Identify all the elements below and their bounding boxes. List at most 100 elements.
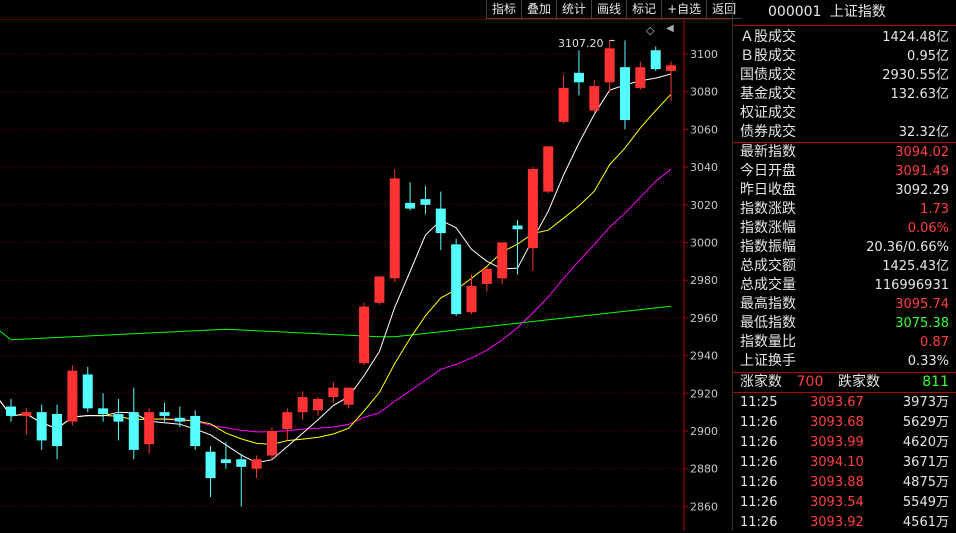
scroll-left-icon[interactable]: ◀ <box>666 23 674 34</box>
candle-up <box>266 431 277 456</box>
quote-label: Ｂ股成交 <box>740 48 796 64</box>
candle-up <box>374 276 385 303</box>
quote-value: 32.32亿 <box>898 125 949 140</box>
candle-up <box>527 168 538 249</box>
index-name: 上证指数 <box>829 4 886 20</box>
candle-down <box>512 225 523 230</box>
quote-value: 20.36/0.66% <box>866 240 949 255</box>
overlay-button[interactable]: 叠加 <box>521 0 557 19</box>
candle-down <box>573 72 584 83</box>
quote-value: 132.63亿 <box>890 87 950 102</box>
decliners-label: 跌家数 <box>838 374 880 390</box>
candle-down <box>236 459 247 467</box>
quote-row: 债券成交 32.32亿 <box>733 123 956 142</box>
tick-time: 11:26 <box>740 415 778 430</box>
quote-value: 0.06% <box>907 221 949 236</box>
diamond-icon[interactable]: ◇ <box>646 24 655 37</box>
candle-up <box>481 268 492 284</box>
quote-group: 最新指数 3094.02 今日开盘 3091.49 昨日收盘 3092.29 指数涨跌 1.7… <box>733 142 956 371</box>
candle-up <box>297 397 308 413</box>
tick-price: 3093.88 <box>810 475 864 490</box>
candle-up <box>666 65 677 71</box>
quote-label: 今日开盘 <box>740 163 796 179</box>
tick-time: 11:26 <box>740 475 778 490</box>
candlestick-chart[interactable]: 3100 3080 3060 3040 3020 3000 2980 2960 2940 2920… <box>0 19 732 531</box>
decliners-count: 811 <box>922 374 949 390</box>
advancers-count: 700 <box>796 374 824 390</box>
tick-price: 3094.10 <box>810 455 864 470</box>
quote-label: Ａ股成交 <box>740 29 796 45</box>
quote-row: 上证换手 0.33% <box>733 352 956 371</box>
tick-price: 3093.92 <box>810 515 864 530</box>
candle-up <box>251 459 262 469</box>
quote-label: 指数量比 <box>740 334 796 350</box>
tick-volume: 3671万 <box>902 455 949 470</box>
mark-button[interactable]: 标记 <box>626 0 662 19</box>
candle-up <box>67 370 78 422</box>
quote-row: Ｂ股成交 0.95亿 <box>733 47 956 66</box>
advancers-label: 涨家数 <box>740 374 782 390</box>
quote-row: 总成交额 1425.43亿 <box>733 257 956 276</box>
tick-row: 11:26 3093.68 5629万 <box>733 413 956 433</box>
y-tick-label: 3060 <box>690 123 718 136</box>
candle-down <box>190 415 201 447</box>
tick-row: 11:26 3093.92 4561万 <box>733 513 956 533</box>
candle-up <box>543 146 554 192</box>
candle-down <box>36 412 47 441</box>
y-tick-label: 2960 <box>690 312 718 325</box>
draw-line-button[interactable]: 画线 <box>591 0 627 19</box>
candle-up <box>313 398 323 411</box>
candle-down <box>435 208 446 234</box>
candle-up <box>589 86 600 111</box>
tick-time: 11:26 <box>740 455 778 470</box>
quote-value: 1424.48亿 <box>882 30 949 45</box>
ma10-line <box>0 93 672 445</box>
quote-row: 国债成交 2930.55亿 <box>733 66 956 85</box>
tick-row: 11:25 3093.67 3973万 <box>733 393 956 413</box>
quote-row: 权证成交 <box>733 104 956 123</box>
quote-row: 总成交量 116996931 <box>733 276 956 295</box>
candle-up <box>558 87 569 122</box>
y-tick-label: 2860 <box>690 500 718 513</box>
quote-label: 最新指数 <box>740 144 796 160</box>
advance-decline-row: 涨家数 700 跌家数 811 <box>733 372 956 393</box>
add-watchlist-button[interactable]: +自选 <box>661 0 707 19</box>
tick-row: 11:26 3093.54 5549万 <box>733 493 956 513</box>
quote-panel: 000001 上证指数 Ａ股成交 1424.48亿 Ｂ股成交 0.95亿 国债成交 293… <box>732 0 956 531</box>
turnover-group: Ａ股成交 1424.48亿 Ｂ股成交 0.95亿 国债成交 2930.55亿 基金成交 132… <box>733 26 956 142</box>
y-tick-label: 2900 <box>690 425 718 438</box>
quote-row: 最新指数 3094.02 <box>733 143 956 162</box>
candle-down <box>205 451 216 479</box>
quote-row: 最高指数 3095.74 <box>733 295 956 314</box>
tick-row: 11:26 3094.10 3671万 <box>733 453 956 473</box>
candle-down <box>650 50 661 70</box>
y-tick-label: 2920 <box>690 387 718 400</box>
quote-label: 基金成交 <box>740 86 796 102</box>
tick-volume: 3973万 <box>902 395 949 410</box>
quote-value: 0.87 <box>920 335 949 350</box>
chart-canvas: 3100 3080 3060 3040 3020 3000 2980 2960 2940 2920… <box>0 19 732 531</box>
tick-volume: 5629万 <box>902 415 949 430</box>
tick-list[interactable]: 11:25 3093.67 3973万 11:26 3093.68 5629万 11:26 3… <box>733 393 956 533</box>
tick-time: 11:26 <box>740 435 778 450</box>
tick-price: 3093.99 <box>810 435 864 450</box>
ma60-line <box>0 305 672 341</box>
y-tick-label: 3100 <box>690 48 718 61</box>
tick-volume: 4620万 <box>902 435 949 450</box>
indicator-button[interactable]: 指标 <box>486 0 522 19</box>
quote-value: 3095.74 <box>895 297 949 312</box>
candle-up <box>635 67 646 88</box>
candle-up <box>466 285 477 313</box>
chart-toolbar: 指标 叠加 统计 画线 标记 +自选 返回 <box>486 0 742 19</box>
quote-value: 3094.02 <box>895 145 949 160</box>
statistics-button[interactable]: 统计 <box>556 0 592 19</box>
tick-price: 3093.67 <box>810 395 864 410</box>
quote-row: 最低指数 3075.38 <box>733 314 956 333</box>
candle-down <box>82 374 93 409</box>
quote-label: 最高指数 <box>740 296 796 312</box>
quote-label: 指数涨跌 <box>740 201 796 217</box>
quote-value: 1.73 <box>920 202 949 217</box>
quote-label: 总成交量 <box>740 277 796 293</box>
quote-label: 上证换手 <box>740 353 796 369</box>
quote-label: 指数振幅 <box>740 239 796 255</box>
